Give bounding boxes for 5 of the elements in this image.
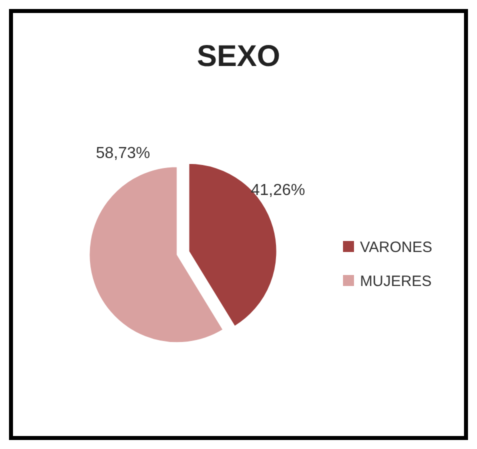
legend-label: MUJERES [360,273,432,290]
data-label: 41,26% [250,182,306,199]
data-label: 58,73% [96,145,150,162]
legend-label: VARONES [360,239,432,256]
chart-title: SEXO [196,40,280,73]
